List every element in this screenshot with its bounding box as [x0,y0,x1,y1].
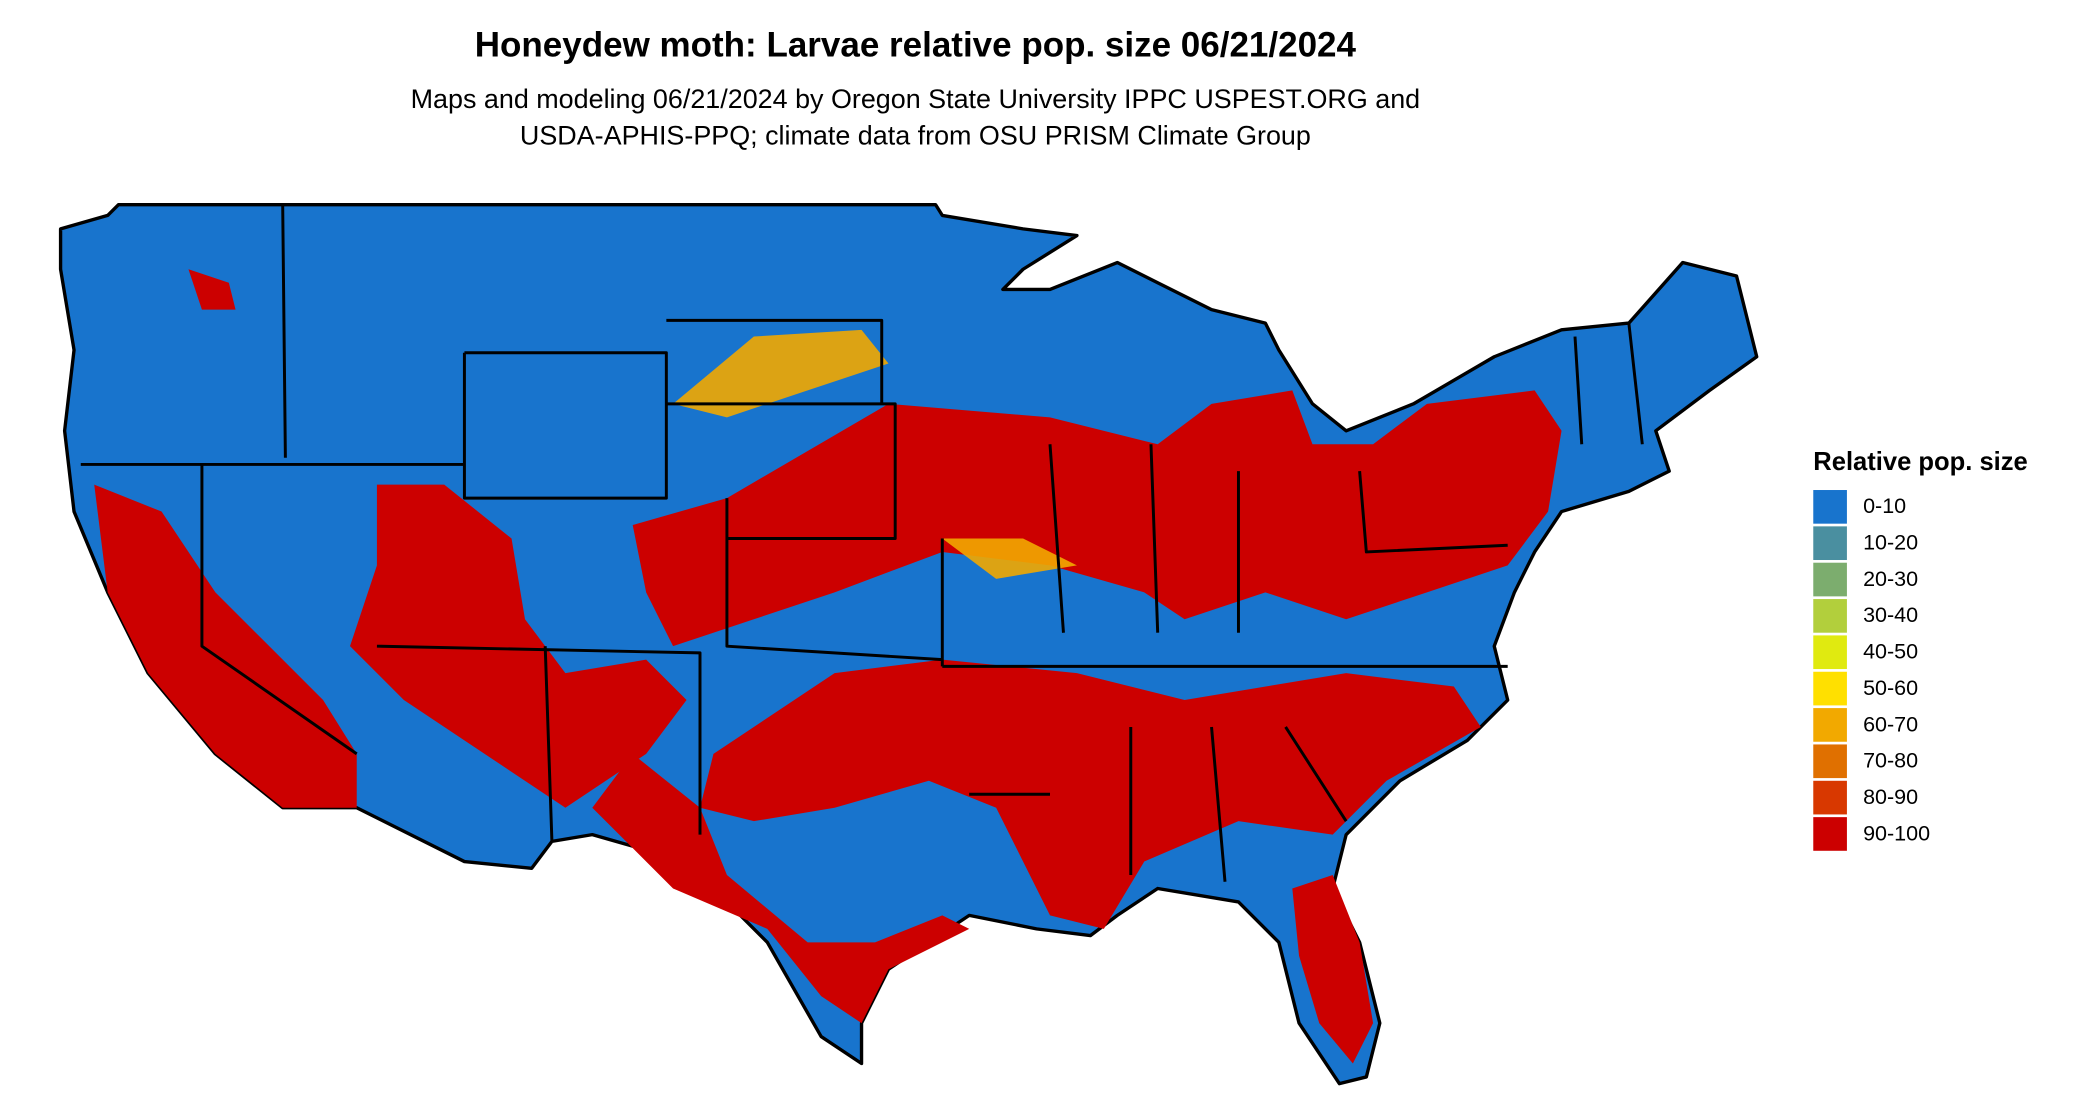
legend-label: 70-80 [1863,749,1918,773]
legend-swatch [1813,526,1847,561]
title: Honeydew moth: Larvae relative pop. size… [475,25,1357,64]
us-map [58,202,1759,1086]
legend-label: 10-20 [1863,531,1918,555]
subtitle: Maps and modeling 06/21/2024 by Oregon S… [411,84,1421,114]
legend-swatch [1813,780,1847,815]
legend-swatch [1813,708,1847,742]
legend: 0-10 10-20 20-30 30-40 40-50 50-60 60-70 70-80 8… [1813,490,1930,851]
legend-label: 60-70 [1863,712,1918,736]
legend-label: 90-100 [1863,821,1930,845]
legend-swatch [1813,562,1847,597]
legend-label: 40-50 [1863,640,1918,664]
legend-title: Relative pop. size [1813,448,2028,476]
legend-label: 50-60 [1863,676,1918,700]
legend-swatch [1813,599,1847,633]
state-borders [80,204,1644,882]
legend-label: 0-10 [1863,494,1906,518]
us-outline [58,202,1759,1086]
legend-swatch [1813,635,1847,670]
legend-label: 30-40 [1863,603,1918,627]
legend-swatch [1813,744,1847,779]
legend-label: 80-90 [1863,785,1918,809]
legend-swatch [1813,817,1847,851]
legend-swatch [1813,490,1847,524]
legend-swatch [1813,671,1847,706]
legend-label: 20-30 [1863,567,1918,591]
subtitle: USDA-APHIS-PPQ; climate data from OSU PR… [520,120,1311,150]
